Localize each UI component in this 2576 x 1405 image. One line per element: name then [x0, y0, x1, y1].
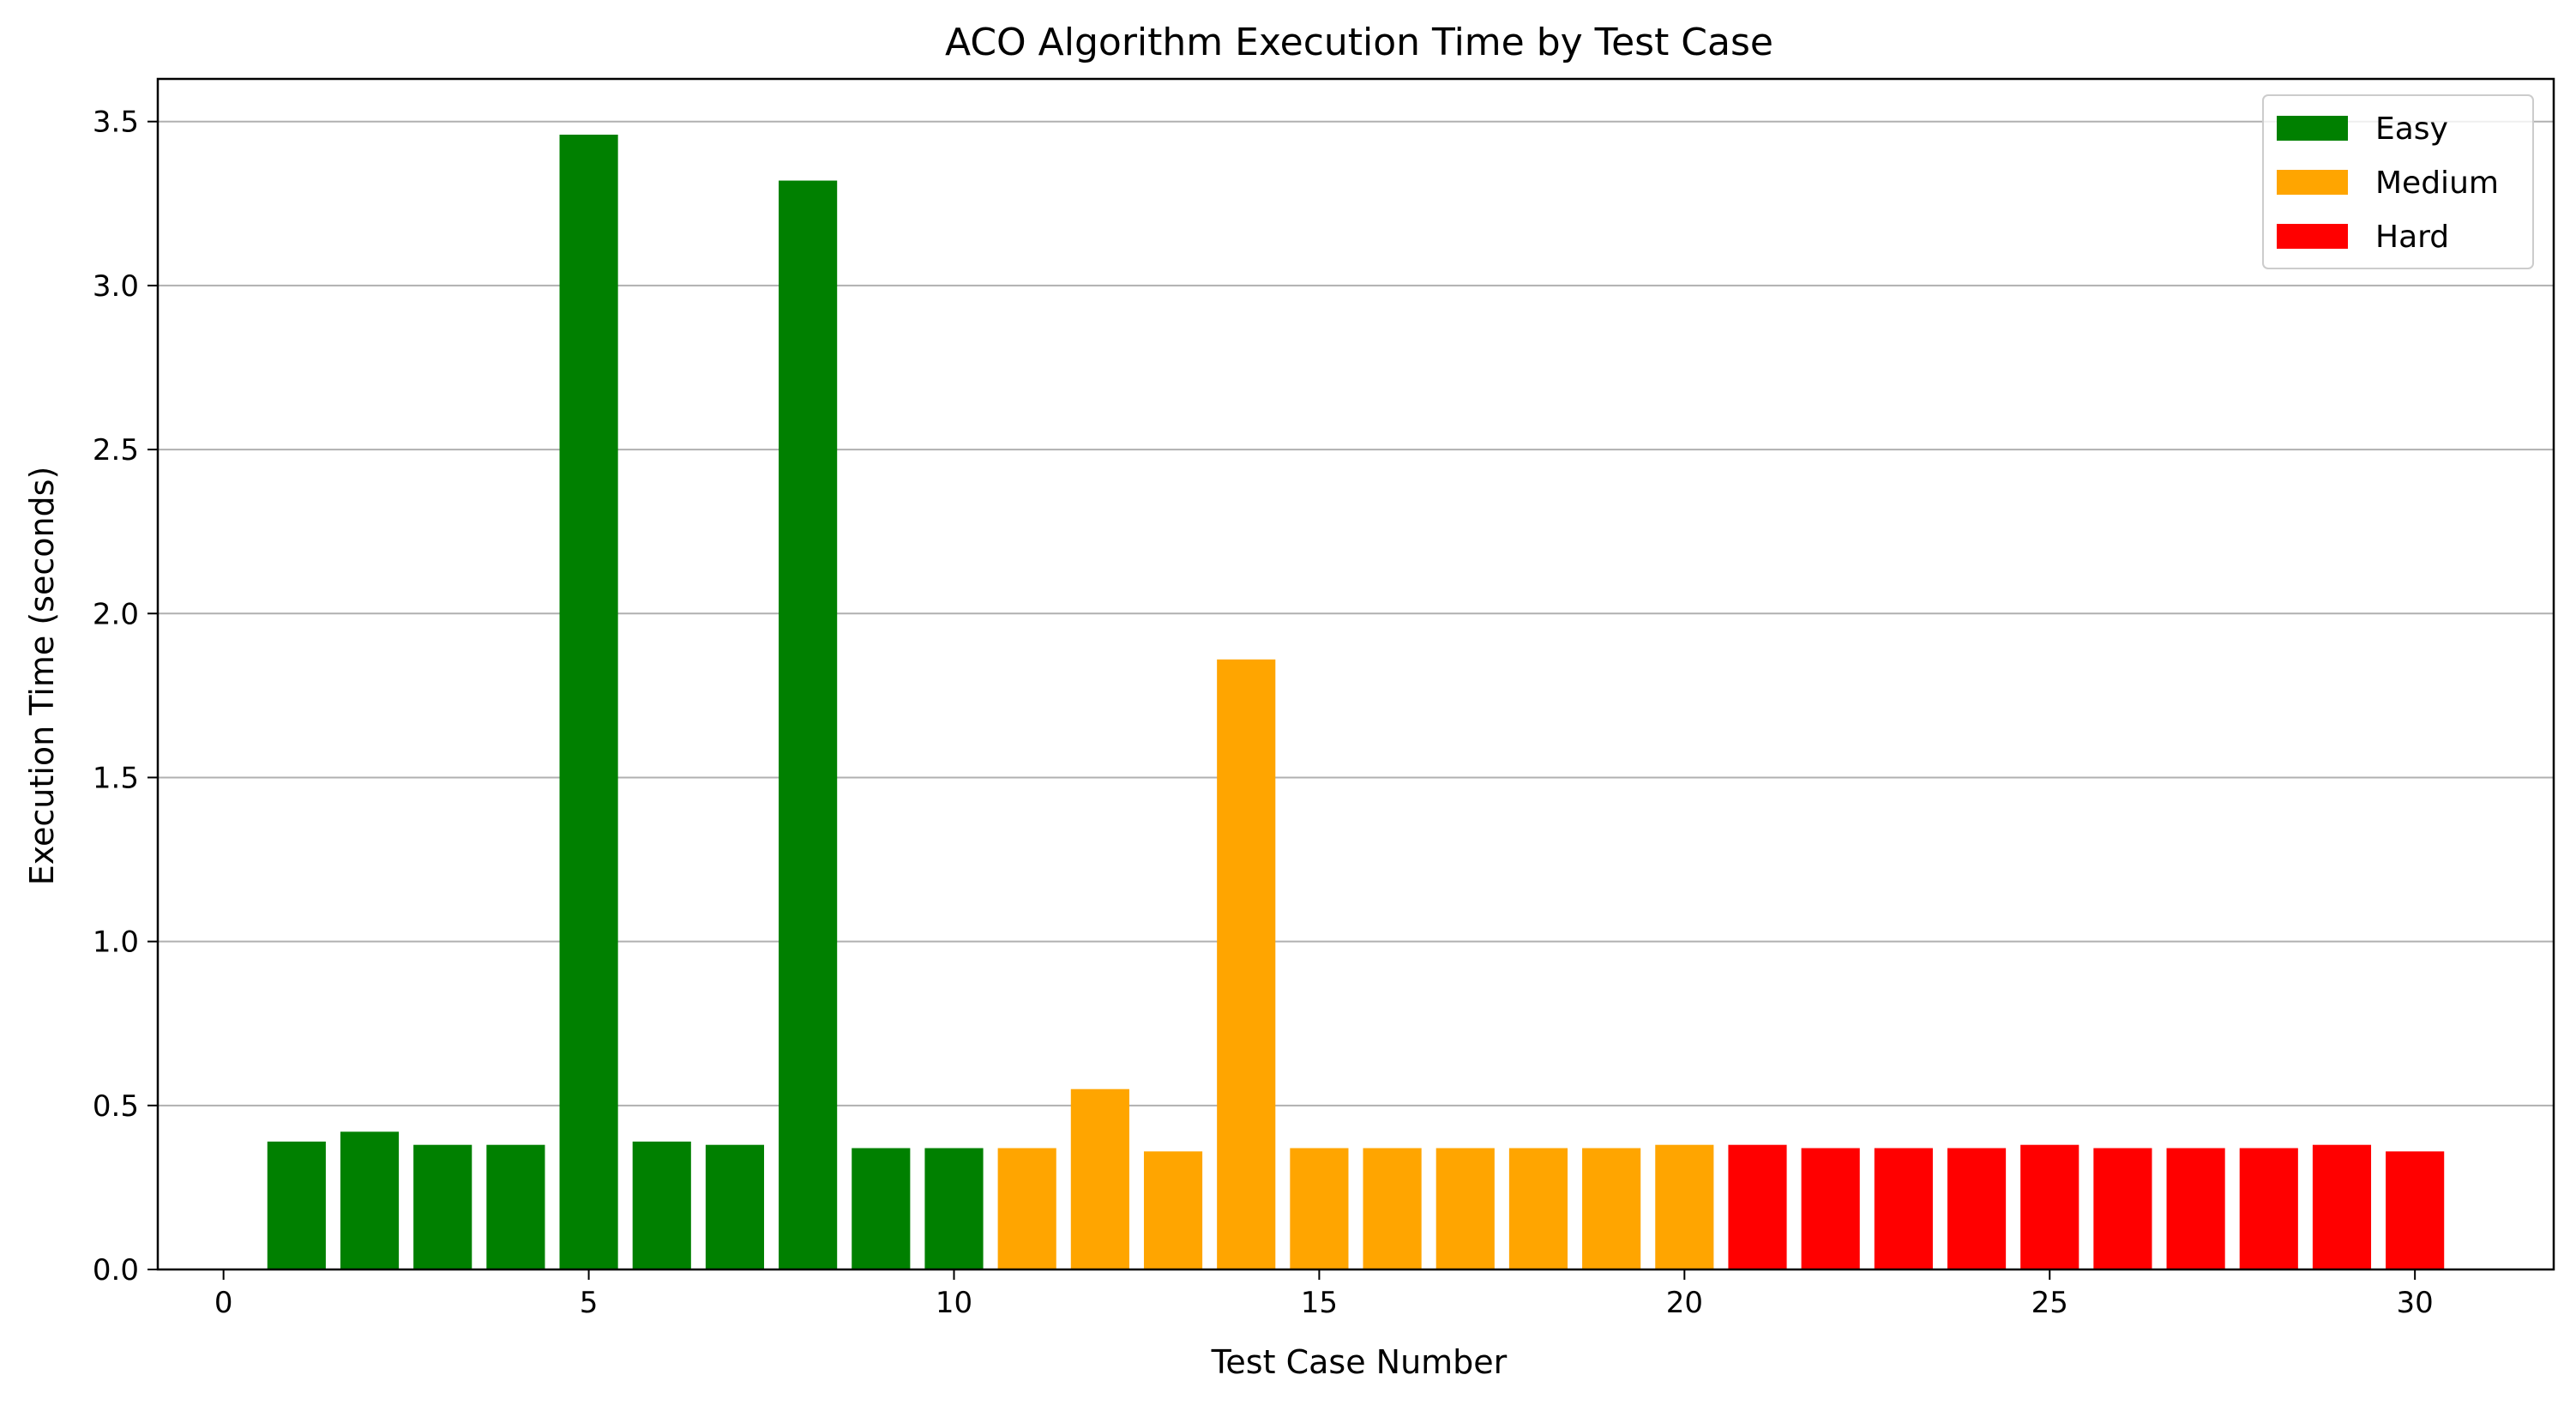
- plot-frame: [156, 77, 2555, 1271]
- bar-hard-26: [2093, 1148, 2152, 1269]
- x-tick-label: 20: [1666, 1286, 1703, 1320]
- bar-easy-10: [924, 1148, 984, 1269]
- x-tick-label: 30: [2397, 1286, 2434, 1320]
- bar-hard-21: [1728, 1144, 1787, 1269]
- y-tick-label: 1.5: [93, 761, 139, 795]
- x-axis-label: Test Case Number: [1211, 1343, 1508, 1381]
- bar-hard-28: [2239, 1148, 2298, 1269]
- bar-easy-8: [779, 180, 838, 1270]
- y-tick-label: 3.0: [93, 269, 139, 304]
- bar-hard-24: [1947, 1148, 2007, 1269]
- legend-swatch-easy: [2277, 116, 2348, 141]
- x-tick-label: 25: [2031, 1286, 2068, 1320]
- legend-label-hard: Hard: [2375, 220, 2449, 255]
- bar-medium-15: [1290, 1148, 1349, 1269]
- x-axis-ticks: 0 5 10 15 20 25 30: [214, 1269, 2434, 1320]
- bar-medium-11: [997, 1148, 1056, 1269]
- y-axis-label: Execution Time (seconds): [23, 467, 61, 886]
- bar-easy-3: [413, 1144, 472, 1269]
- bar-easy-9: [852, 1148, 911, 1269]
- bar-medium-14: [1217, 659, 1276, 1269]
- bar-easy-6: [632, 1141, 691, 1269]
- legend-swatch-hard: [2277, 224, 2348, 249]
- bar-medium-17: [1435, 1148, 1495, 1269]
- bar-medium-20: [1655, 1144, 1714, 1269]
- bar-medium-18: [1508, 1148, 1568, 1269]
- bar-medium-19: [1582, 1148, 1641, 1269]
- bar-easy-7: [705, 1144, 765, 1269]
- chart-title: ACO Algorithm Execution Time by Test Cas…: [945, 21, 1773, 64]
- bar-easy-2: [340, 1131, 400, 1269]
- x-tick-label: 0: [214, 1286, 233, 1320]
- bar-hard-22: [1801, 1148, 1860, 1269]
- x-tick-label: 5: [580, 1286, 599, 1320]
- bar-hard-30: [2386, 1151, 2445, 1269]
- bar-hard-27: [2166, 1148, 2225, 1269]
- bar-easy-5: [559, 135, 618, 1269]
- bar-hard-25: [2020, 1144, 2079, 1269]
- x-tick-label: 15: [1301, 1286, 1338, 1320]
- bar-medium-16: [1363, 1148, 1422, 1269]
- bar-medium-12: [1070, 1088, 1129, 1269]
- bar-hard-29: [2312, 1144, 2372, 1269]
- y-tick-label: 3.5: [93, 106, 139, 140]
- legend-label-medium: Medium: [2375, 166, 2499, 201]
- y-tick-label: 0.5: [93, 1089, 139, 1124]
- y-axis-ticks: 0.0 0.5 1.0 1.5 2.0 2.5 3.0 3.5: [93, 106, 158, 1287]
- grid-lines: [158, 120, 2554, 1270]
- legend: Easy Medium Hard: [2262, 94, 2534, 269]
- y-tick-label: 0.0: [93, 1253, 139, 1287]
- bar-medium-13: [1143, 1151, 1203, 1269]
- y-tick-label: 2.5: [93, 433, 139, 467]
- bar-easy-1: [267, 1141, 326, 1269]
- bar-easy-4: [486, 1144, 545, 1269]
- y-tick-label: 1.0: [93, 926, 139, 960]
- x-tick-label: 10: [936, 1286, 972, 1320]
- y-tick-label: 2.0: [93, 597, 139, 631]
- legend-swatch-medium: [2277, 170, 2348, 195]
- legend-label-easy: Easy: [2375, 112, 2448, 147]
- bar-hard-23: [1874, 1148, 1933, 1269]
- bars: [267, 135, 2445, 1270]
